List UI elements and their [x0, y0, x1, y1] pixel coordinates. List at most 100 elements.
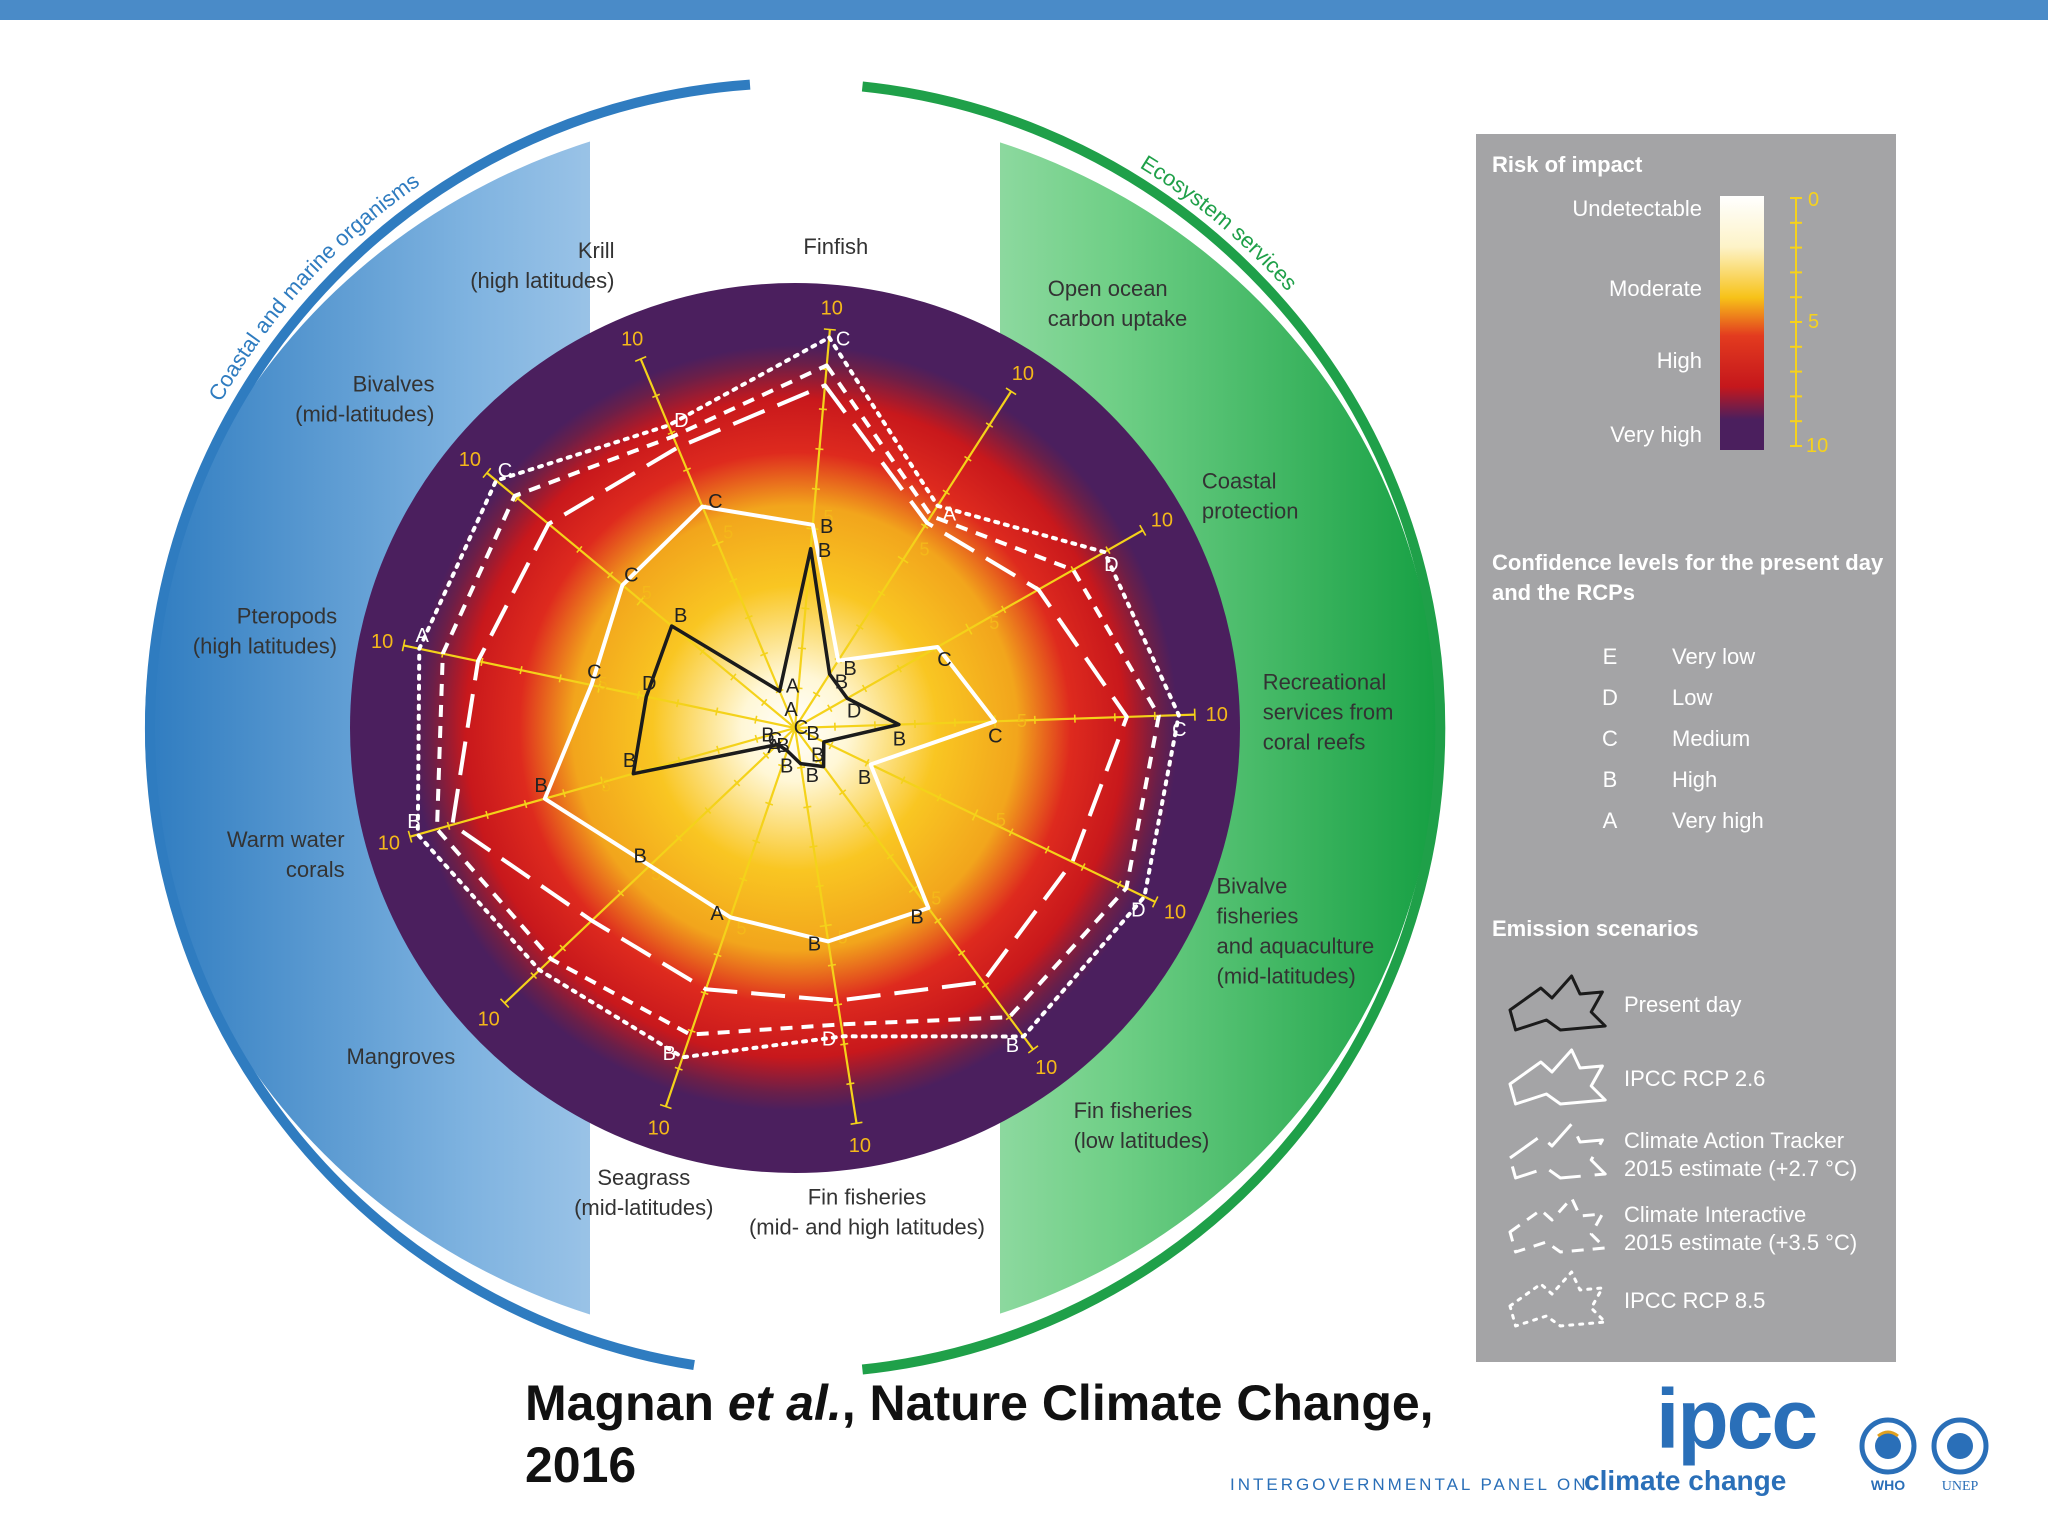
axis-max-label: 10: [849, 1135, 871, 1157]
confidence-letter: C: [768, 729, 782, 751]
confidence-letter: B: [818, 540, 831, 562]
axis-tick: [815, 447, 824, 451]
risk-scale-5: 5: [1808, 311, 1819, 333]
axis-label-line: Seagrass: [597, 1165, 690, 1190]
axis-tick: [823, 328, 836, 331]
ipcc-subtitle-climate: climate change: [1584, 1465, 1786, 1496]
axis-tick: [971, 809, 979, 821]
confidence-letter: B: [1006, 1035, 1019, 1057]
citation: Magnan et al., Nature Climate Change, 20…: [525, 1372, 1505, 1496]
axis-tick: [864, 758, 870, 767]
confidence-letter: C: [1172, 719, 1186, 741]
confidence-letter: B: [634, 845, 647, 867]
axis-tick: [1151, 896, 1159, 908]
axis-label-line: (high latitudes): [470, 268, 614, 293]
confidence-letter: C: [708, 491, 722, 513]
confidence-letter: B: [623, 750, 636, 772]
axis-tick: [862, 821, 871, 828]
axis-tick: [499, 998, 510, 1009]
axis-label-line: Recreational: [1263, 669, 1387, 694]
confidence-letter: D: [847, 701, 861, 723]
axis-tick: [964, 455, 972, 462]
axis-tick: [850, 1121, 863, 1125]
axis-tick: [985, 422, 994, 428]
unep-label: UNEP: [1942, 1479, 1979, 1494]
confidence-letter-item: A: [1603, 808, 1618, 833]
axis-tick: [958, 949, 966, 956]
axis-label-line: Bivalves: [353, 372, 435, 397]
ipcc-logo-text: ipcc: [1656, 1372, 1816, 1466]
axis-tick: [704, 807, 712, 814]
scenario-label: Present day: [1624, 992, 1741, 1017]
axis-tick: [936, 793, 942, 802]
confidence-letter: A: [784, 699, 798, 721]
confidence-list: E Very low D Low C Medium B High A Very high: [1602, 644, 1764, 833]
scenario-label-line: Present day: [1624, 992, 1741, 1017]
confidence-letter: A: [416, 625, 430, 647]
axis-tick: [676, 699, 680, 708]
risk-scale-10: 10: [1806, 435, 1828, 457]
confidence-letter: B: [858, 767, 871, 789]
axis-tick: [636, 595, 646, 606]
scenario-label-line: IPCC RCP 2.6: [1624, 1066, 1765, 1091]
confidence-letter: B: [893, 729, 906, 751]
confidence-letter: B: [808, 934, 821, 956]
axis-label: Open ocean carbon uptake: [1048, 276, 1187, 331]
confidence-letter: B: [910, 906, 923, 928]
confidence-letter: D: [1104, 554, 1118, 576]
axis-tick: [744, 614, 753, 620]
axis-tick: [811, 487, 820, 491]
axis-tick: [861, 684, 868, 693]
axis-tick: [934, 917, 942, 924]
axis-tick: [855, 624, 864, 630]
axis-max-label: 10: [1164, 902, 1186, 924]
axis-tick: [713, 953, 722, 958]
axis-tick: [715, 707, 719, 716]
axis-label-line: Pteropods: [237, 603, 337, 628]
axis-label: Coastal protection: [1202, 469, 1299, 524]
confidence-letter: B: [843, 658, 856, 680]
axis-tick: [576, 545, 583, 554]
citation-etal: et al.: [727, 1375, 842, 1431]
axis-label-line: Fin fisheries: [808, 1184, 927, 1209]
axis-tick: [634, 355, 647, 363]
axis-label: Finfish: [803, 234, 868, 259]
risk-level-2: High: [1657, 348, 1702, 373]
axis-tick-label: 5: [824, 507, 834, 527]
who-label: WHO: [1871, 1477, 1905, 1493]
axis-label-line: Bivalve: [1217, 874, 1288, 899]
confidence-label-item: Low: [1672, 685, 1712, 710]
axis-max-label: 10: [371, 631, 393, 653]
axis-tick-label: 5: [989, 613, 999, 633]
axis-label: Fin fisheries (low latitudes): [1074, 1098, 1210, 1153]
axis-tick: [652, 393, 661, 399]
confidence-letter: B: [835, 672, 848, 694]
confidence-title-1: Confidence levels for the present day: [1492, 550, 1884, 575]
axis-label: Krill (high latitudes): [470, 238, 614, 293]
confidence-letter: A: [943, 503, 957, 525]
axis-max-label: 10: [821, 298, 843, 320]
axis-tick: [900, 776, 906, 785]
scenario-label-line: Climate Action Tracker: [1624, 1128, 1844, 1153]
header-bar: [0, 0, 2048, 20]
axis-tick: [667, 430, 676, 436]
axis-tick: [897, 555, 909, 564]
confidence-letter-item: C: [1602, 726, 1618, 751]
axis-tick: [1005, 387, 1017, 396]
axis-tick: [812, 691, 821, 698]
axis-label: Fin fisheries (mid- and high latitudes): [749, 1184, 985, 1239]
axis-label-line: Mangroves: [346, 1044, 455, 1069]
scenario-icon: [1508, 1048, 1607, 1106]
axis-tick: [809, 845, 818, 848]
confidence-letter: B: [811, 745, 824, 767]
axis-tick: [752, 839, 761, 844]
axis-tick-label: 5: [651, 864, 661, 884]
confidence-letter-item: D: [1602, 685, 1618, 710]
axis-max-label: 10: [378, 833, 400, 855]
scenario-icon: [1508, 1196, 1607, 1254]
risk-scale: [1790, 197, 1802, 447]
axis-label: Seagrass (mid-latitudes): [574, 1165, 713, 1220]
confidence-letter-item: E: [1603, 644, 1618, 669]
axis-max-label: 10: [478, 1008, 500, 1030]
axis-tick: [558, 674, 562, 683]
